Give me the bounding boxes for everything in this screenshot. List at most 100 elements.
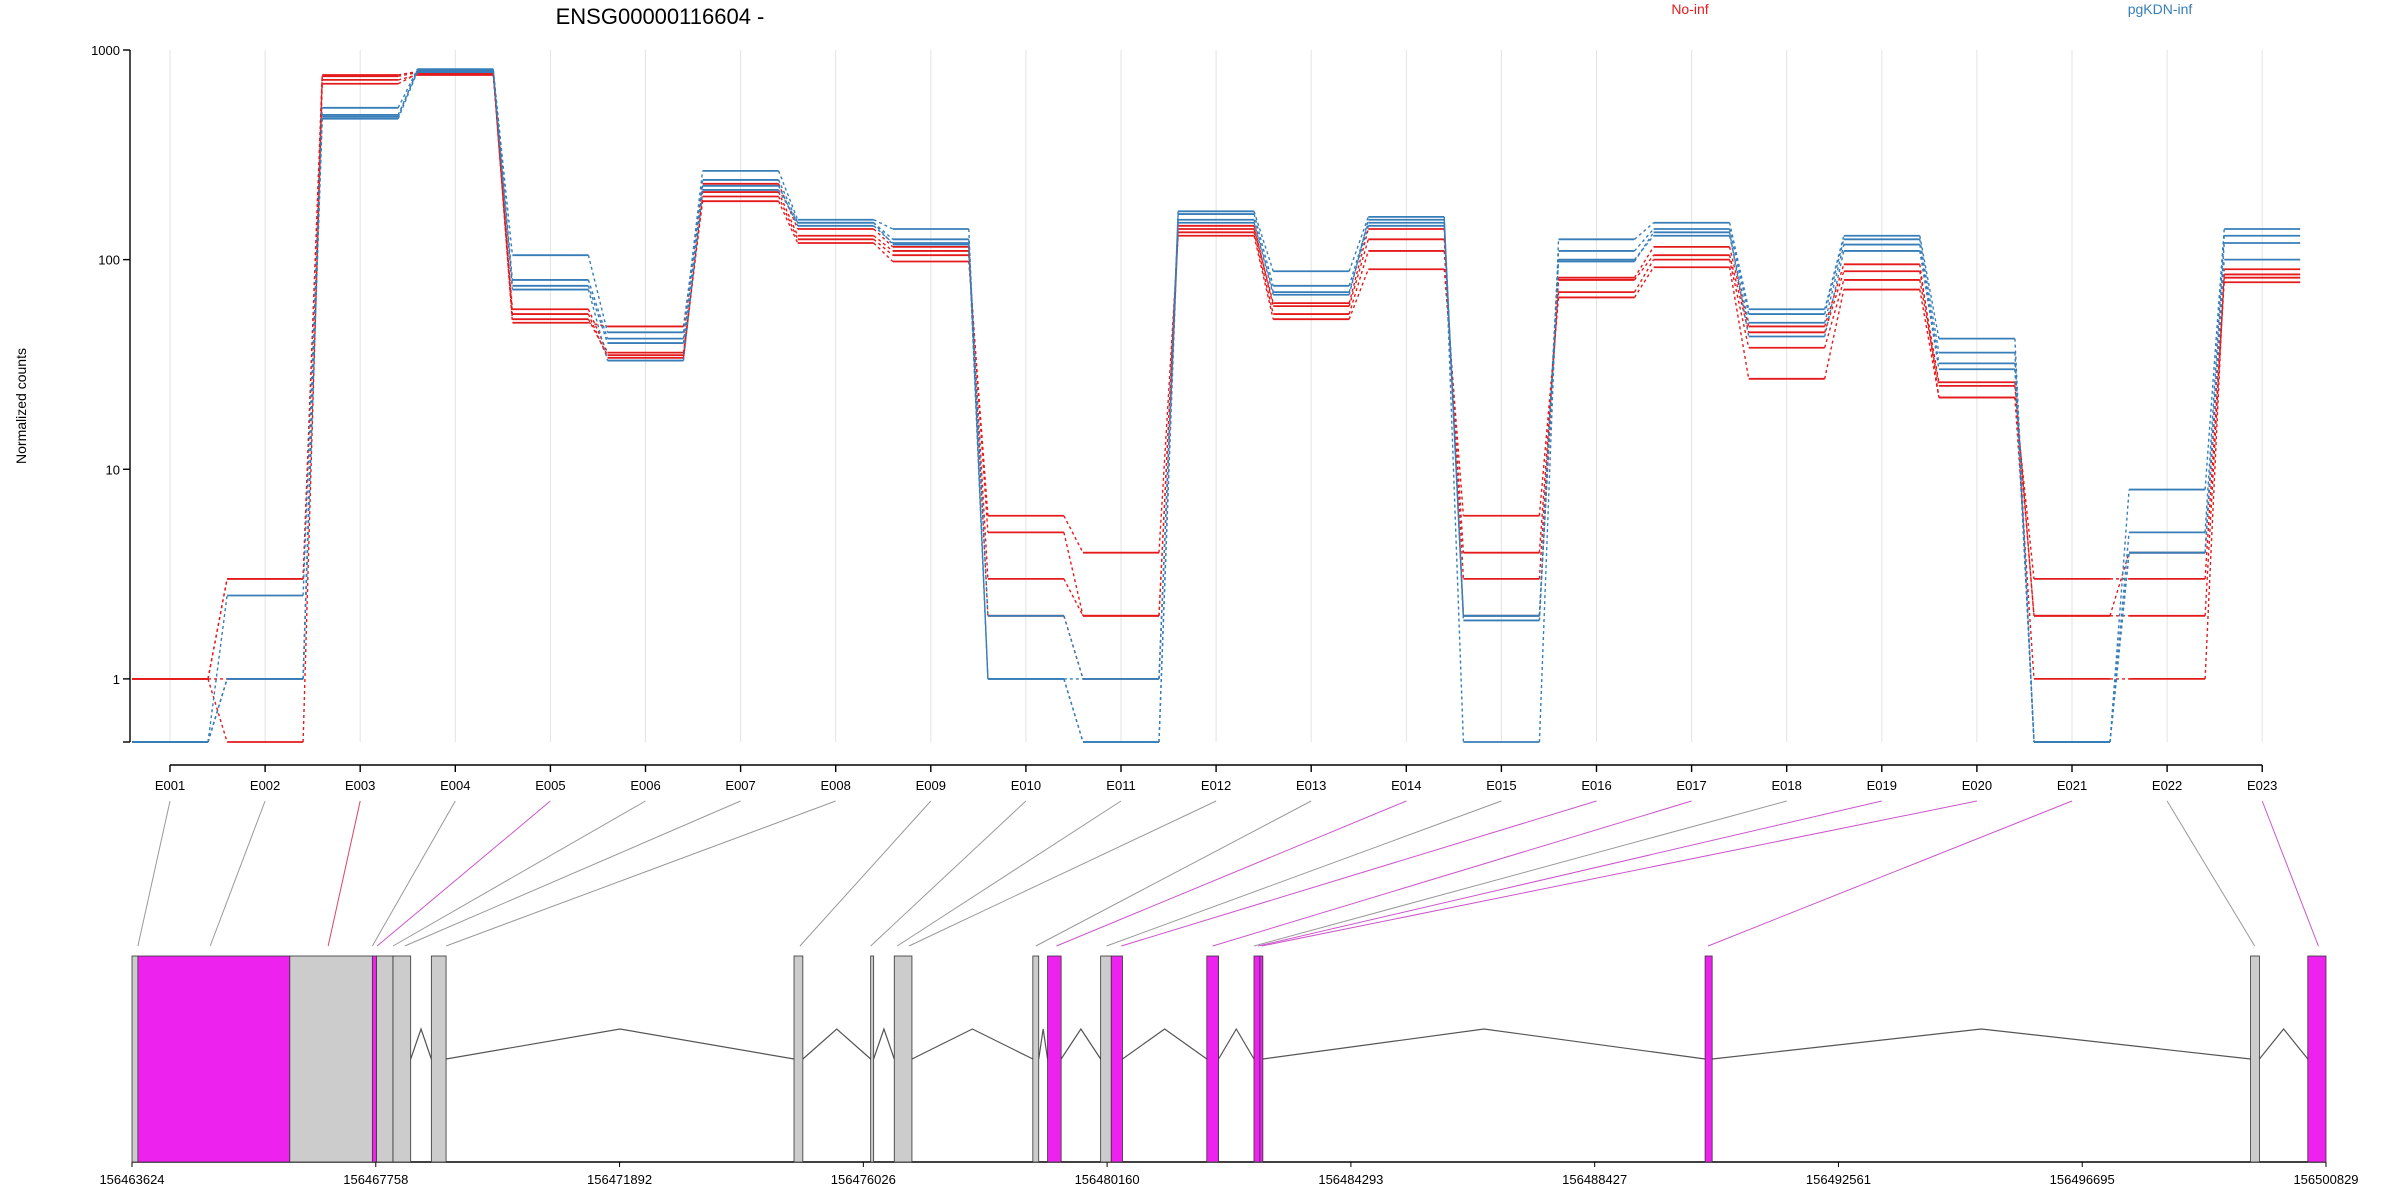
connector-dash: [1824, 239, 1845, 315]
exon-box: [2307, 955, 2327, 1163]
coordinate-tick-label: 156500829: [2293, 1172, 2358, 1187]
connector-dash: [397, 71, 418, 120]
connector-dash: [1158, 222, 1179, 743]
coordinate-tick-label: 156496695: [2050, 1172, 2115, 1187]
connector-dash: [1348, 228, 1369, 304]
connector-dash: [2014, 338, 2035, 743]
x-tick-label-e002: E002: [250, 778, 280, 793]
connector-dash: [777, 196, 799, 240]
link-e011: [896, 800, 1122, 947]
connector-dash: [1063, 615, 1084, 680]
x-tick-label-e017: E017: [1676, 778, 1706, 793]
legend-no-inf: No-inf: [1671, 1, 1708, 17]
x-tick-label-e005: E005: [535, 778, 565, 793]
connector-dash: [1919, 250, 1940, 370]
connector-dash: [873, 222, 894, 246]
connector-dash: [1348, 222, 1369, 287]
connector-dash: [1538, 292, 1560, 553]
intron-line: [802, 1028, 872, 1060]
connector-dash: [587, 289, 609, 361]
link-e001: [137, 800, 171, 947]
connector-dash: [207, 595, 228, 743]
connector-dash: [302, 114, 323, 596]
legend-pgkdn-inf: pgKDN-inf: [2128, 1, 2193, 17]
connector-dash: [1824, 279, 1845, 348]
connector-dash: [873, 219, 894, 230]
link-e006: [392, 800, 646, 947]
connector-dash: [1633, 235, 1655, 261]
intron-line: [1038, 1028, 1049, 1060]
x-tick-label-e021: E021: [2057, 778, 2087, 793]
link-e017: [1212, 800, 1692, 947]
exon-box: [1253, 955, 1261, 1163]
link-e010: [870, 800, 1027, 947]
connector-dash: [587, 285, 609, 344]
connector-dash: [302, 74, 323, 579]
connector-dash: [1728, 246, 1750, 327]
connector-dash: [1443, 219, 1465, 616]
connector-dash: [1633, 246, 1655, 279]
y-axis-label: Normalized counts: [13, 348, 29, 464]
connector-dash: [1063, 532, 1084, 616]
connector-dash: [1158, 219, 1179, 679]
connector-dash: [1063, 578, 1084, 617]
intron-line: [445, 1028, 795, 1060]
connector-dash: [1728, 222, 1750, 310]
x-tick-label-e008: E008: [821, 778, 851, 793]
x-tick-label-e010: E010: [1011, 778, 1041, 793]
coordinate-tick-label: 156484293: [1318, 1172, 1383, 1187]
plot-axes: 1 10 100 1000 E001 E002 E003 E004 E005 E006 E007 E0…: [91, 43, 2277, 793]
exon-box: [1032, 955, 1040, 1163]
x-tick-label-e011: E011: [1106, 778, 1135, 793]
link-e004: [371, 800, 456, 947]
x-tick-label-e014: E014: [1391, 778, 1421, 793]
intron-line: [1712, 1028, 2251, 1060]
x-tick-label-e013: E013: [1296, 778, 1326, 793]
connector-dash: [1348, 268, 1369, 320]
link-e020: [1261, 800, 1977, 947]
connector-dash: [1728, 228, 1750, 315]
intron-line: [1060, 1027, 1102, 1060]
connector-dash: [1253, 225, 1274, 307]
coordinate-tick-label: 156492561: [1806, 1172, 1871, 1187]
connector-dash: [1063, 678, 1084, 743]
connector-dash: [682, 189, 704, 361]
connector-dash: [1633, 259, 1655, 293]
x-tick-label-e012: E012: [1201, 778, 1231, 793]
connector-dash: [1253, 235, 1274, 320]
connector-dash: [587, 279, 609, 339]
connector-dash: [777, 191, 799, 237]
connector-dash: [1728, 255, 1750, 333]
exon-box: [1100, 955, 1112, 1163]
exon-box: [2250, 955, 2260, 1163]
connector-dash: [207, 678, 228, 743]
x-tick-label-e003: E003: [345, 778, 375, 793]
coordinate-tick-label: 156467758: [343, 1172, 408, 1187]
connector-dash: [968, 239, 989, 616]
connector-dash: [777, 185, 799, 227]
y-tick-label: 1000: [91, 43, 120, 58]
coordinate-tick-label: 156471892: [587, 1172, 652, 1187]
connector-dash: [777, 170, 799, 220]
connector-dash: [492, 73, 514, 320]
intron-line: [2258, 1028, 2309, 1060]
connector-dash: [1824, 271, 1845, 333]
connector-dash: [1728, 235, 1750, 323]
connector-dash: [1919, 235, 1940, 339]
connector-dash: [2204, 269, 2225, 679]
exon-connector-lines: [137, 800, 2319, 947]
connector-dash: [2109, 532, 2130, 743]
connector-dash: [968, 255, 989, 533]
exon-box: [793, 955, 804, 1163]
link-e002: [209, 800, 266, 947]
connector-dash: [1253, 219, 1274, 293]
link-e003: [327, 800, 361, 947]
link-e009: [799, 800, 932, 947]
connector-dash: [1919, 239, 1940, 353]
x-tick-label-e007: E007: [725, 778, 755, 793]
link-e007: [404, 800, 741, 947]
connector-dash: [1633, 231, 1655, 262]
connector-dash: [777, 200, 799, 244]
intron-line: [1122, 1028, 1208, 1060]
x-tick-label-e019: E019: [1867, 778, 1897, 793]
